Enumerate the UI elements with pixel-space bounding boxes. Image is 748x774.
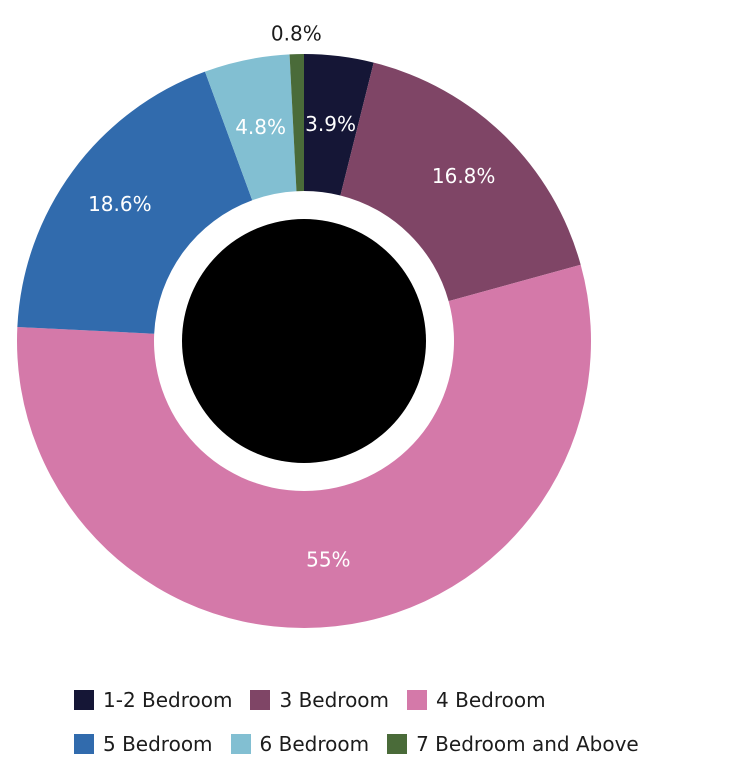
legend-item-4-bedroom: 4 Bedroom bbox=[407, 688, 546, 712]
donut-slice-7-bedroom-and-above bbox=[289, 54, 304, 192]
legend-item-1-2-bedroom: 1-2 Bedroom bbox=[74, 688, 232, 712]
legend-label-5-bedroom: 5 Bedroom bbox=[103, 732, 213, 756]
data-label-6-bedroom: 4.8% bbox=[235, 115, 286, 139]
legend-label-3-bedroom: 3 Bedroom bbox=[279, 688, 390, 712]
legend-item-6-bedroom: 6 Bedroom bbox=[230, 732, 370, 756]
donut-slice-3-bedroom bbox=[340, 62, 581, 302]
legend-row-2: 5 Bedroom 6 Bedroom 7 Bedroom and Above bbox=[74, 730, 734, 758]
donut-slice-5-bedroom bbox=[17, 71, 253, 334]
donut-slice-6-bedroom bbox=[204, 54, 297, 201]
legend-label-6-bedroom: 6 Bedroom bbox=[259, 732, 370, 756]
donut-center bbox=[182, 219, 426, 463]
legend-row-1: 1-2 Bedroom 3 Bedroom 4 Bedroom bbox=[74, 686, 734, 714]
legend-label-7-bedroom-and-above: 7 Bedroom and Above bbox=[416, 732, 639, 756]
data-label-4-bedroom: 55% bbox=[306, 548, 350, 572]
data-label-7-bedroom-and-above: 0.8% bbox=[271, 22, 322, 46]
legend-item-5-bedroom: 5 Bedroom bbox=[74, 732, 213, 756]
legend: 1-2 Bedroom 3 Bedroom 4 Bedroom 5 Bedroo… bbox=[74, 686, 734, 774]
legend-label-1-2-bedroom: 1-2 Bedroom bbox=[103, 688, 233, 712]
legend-swatch-3-bedroom bbox=[250, 690, 271, 710]
data-label-3-bedroom: 16.8% bbox=[432, 164, 496, 188]
legend-swatch-6-bedroom bbox=[230, 734, 251, 754]
donut-slice-1-2-bedroom bbox=[304, 54, 374, 196]
legend-swatch-4-bedroom bbox=[407, 690, 428, 710]
legend-swatch-5-bedroom bbox=[74, 734, 94, 754]
donut-chart: 3.9% 16.8% 55% 18.6% 4.8% 0.8% bbox=[16, 22, 591, 629]
data-label-5-bedroom: 18.6% bbox=[88, 192, 152, 216]
legend-swatch-7-bedroom-and-above bbox=[387, 734, 408, 754]
legend-item-3-bedroom: 3 Bedroom bbox=[250, 688, 389, 712]
legend-swatch-1-2-bedroom bbox=[74, 690, 94, 710]
data-label-1-2-bedroom: 3.9% bbox=[305, 112, 356, 136]
donut-slice-4-bedroom bbox=[16, 264, 591, 629]
legend-item-7-bedroom-and-above: 7 Bedroom and Above bbox=[387, 732, 639, 756]
legend-label-4-bedroom: 4 Bedroom bbox=[436, 688, 546, 712]
